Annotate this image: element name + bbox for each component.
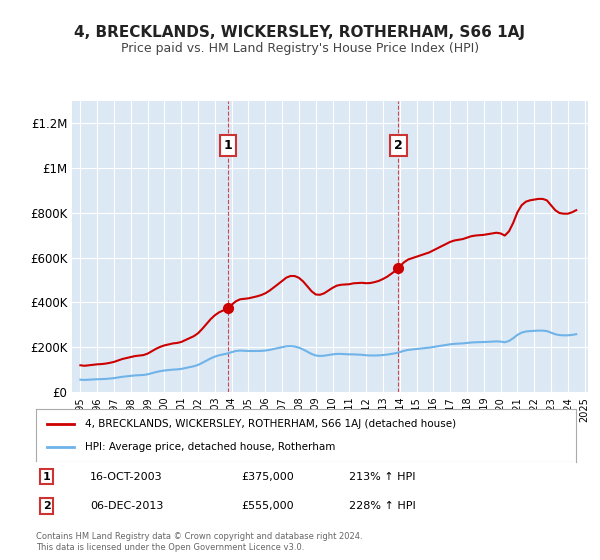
Text: £555,000: £555,000 — [241, 501, 294, 511]
Text: 06-DEC-2013: 06-DEC-2013 — [90, 501, 163, 511]
Text: Price paid vs. HM Land Registry's House Price Index (HPI): Price paid vs. HM Land Registry's House … — [121, 42, 479, 55]
Text: 213% ↑ HPI: 213% ↑ HPI — [349, 472, 416, 482]
Text: £375,000: £375,000 — [241, 472, 294, 482]
Text: 16-OCT-2003: 16-OCT-2003 — [90, 472, 163, 482]
Text: 4, BRECKLANDS, WICKERSLEY, ROTHERHAM, S66 1AJ (detached house): 4, BRECKLANDS, WICKERSLEY, ROTHERHAM, S6… — [85, 419, 456, 429]
Text: HPI: Average price, detached house, Rotherham: HPI: Average price, detached house, Roth… — [85, 442, 335, 452]
Text: 1: 1 — [224, 139, 233, 152]
Text: 2: 2 — [43, 501, 50, 511]
Text: 228% ↑ HPI: 228% ↑ HPI — [349, 501, 416, 511]
Text: 4, BRECKLANDS, WICKERSLEY, ROTHERHAM, S66 1AJ: 4, BRECKLANDS, WICKERSLEY, ROTHERHAM, S6… — [74, 25, 526, 40]
Text: Contains HM Land Registry data © Crown copyright and database right 2024.
This d: Contains HM Land Registry data © Crown c… — [36, 532, 362, 552]
Text: 1: 1 — [43, 472, 50, 482]
Text: 2: 2 — [394, 139, 403, 152]
